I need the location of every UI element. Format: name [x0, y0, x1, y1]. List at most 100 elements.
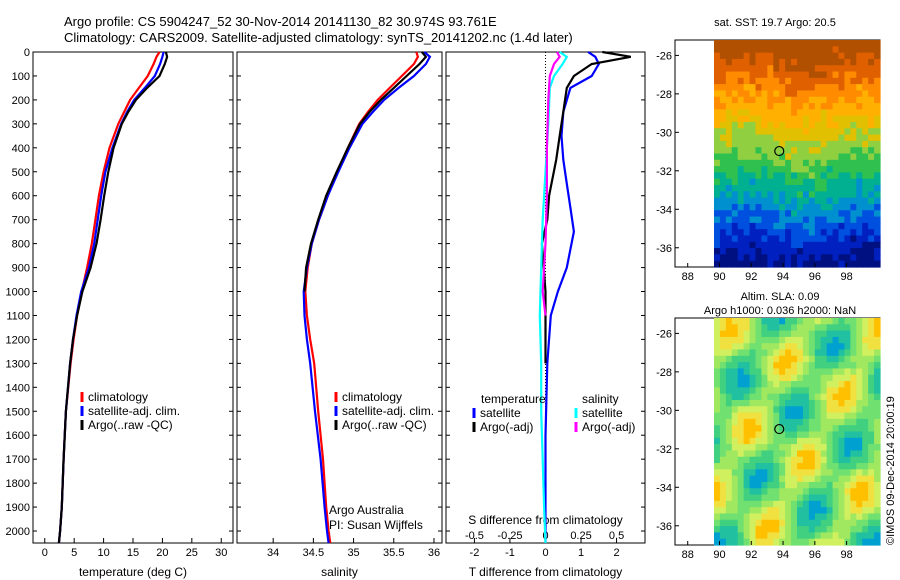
- y-tick-label: 400: [12, 143, 30, 155]
- sla-map: 88 90 92 94 96 98 -26 -28 -30 -32 -34 -36: [656, 317, 881, 561]
- y-tick-label: 900: [12, 263, 30, 275]
- legend-label: Argo(..raw -QC): [88, 418, 173, 432]
- title-line-1: Argo profile: CS 5904247_52 30-Nov-2014 …: [64, 14, 497, 29]
- y-tick-label: 100: [12, 71, 30, 83]
- y-tick-label: 700: [12, 215, 30, 227]
- y-tick-label: 1700: [6, 454, 30, 466]
- legend-label: Argo(..raw -QC): [342, 418, 427, 432]
- lat-tick-label: -26: [656, 328, 672, 340]
- y-tick-label: 500: [12, 167, 30, 179]
- x-tick-label: 2: [614, 547, 620, 559]
- argo-australia-label: Argo Australia: [329, 503, 404, 517]
- lat-tick-label: -34: [656, 204, 672, 216]
- x-tick-label: -1: [505, 547, 515, 559]
- x-tick-label: 34.5: [303, 547, 324, 559]
- series-line-argo: [57, 51, 169, 544]
- s-tick-label: 0.5: [609, 530, 624, 542]
- series-line-sal_argo: [541, 51, 562, 316]
- lat-tick-label: -34: [656, 482, 672, 494]
- x-tick-label: 34: [267, 547, 279, 559]
- lon-tick-label: 88: [682, 549, 694, 561]
- x-tick-label: 5: [71, 547, 77, 559]
- lat-tick-label: -28: [656, 367, 672, 379]
- x-tick-label: 30: [215, 547, 227, 559]
- lat-tick-label: -30: [656, 127, 672, 139]
- float-position-marker: [774, 423, 785, 435]
- lon-tick-label: 88: [682, 271, 694, 283]
- y-tick-label: 1900: [6, 502, 30, 514]
- s-tick-label: -0.25: [497, 530, 522, 542]
- lon-tick-label: 94: [777, 271, 789, 283]
- x-tick-label: 1: [578, 547, 584, 559]
- argo-pi-label: PI: Susan Wijffels: [329, 518, 423, 532]
- legend-label: Argo(-adj): [582, 420, 635, 434]
- lon-tick-label: 98: [841, 549, 853, 561]
- y-tick-label: 1000: [6, 287, 30, 299]
- s-tick-label: -0.5: [465, 530, 484, 542]
- legend-label: satellite-adj. clim.: [88, 404, 180, 418]
- sla-title-2: Argo h1000: 0.036 h2000: NaN: [704, 305, 856, 317]
- x-tick-label: 15: [127, 547, 139, 559]
- y-tick-label: 200: [12, 95, 30, 107]
- y-tick-label: 0: [24, 47, 30, 59]
- x-tick-label: -2: [470, 547, 480, 559]
- lat-tick-label: -36: [656, 521, 672, 533]
- panel-frame: [32, 51, 234, 544]
- y-tick-label: 1600: [6, 430, 30, 442]
- x-tick-label: 35: [347, 547, 359, 559]
- series-line-argo: [303, 51, 428, 292]
- y-tick-label: 1800: [6, 478, 30, 490]
- x-tick-label: 25: [186, 547, 198, 559]
- lon-tick-label: 90: [713, 549, 725, 561]
- lon-tick-label: 98: [841, 271, 853, 283]
- title-line-2: Climatology: CARS2009. Satellite-adjuste…: [64, 30, 573, 45]
- legend-title-salinity: salinity: [582, 392, 619, 406]
- y-tick-label: 1100: [6, 310, 30, 322]
- lon-tick-label: 96: [809, 271, 821, 283]
- x-tick-label: 10: [97, 547, 109, 559]
- lat-tick-label: -28: [656, 89, 672, 101]
- legend-label: satellite: [582, 406, 623, 420]
- sst-map: 88 90 92 94 96 98 -26 -28 -30 -32 -34 -36: [656, 39, 881, 283]
- lon-tick-label: 92: [745, 549, 757, 561]
- sla-title-1: Altim. SLA: 0.09: [741, 291, 820, 303]
- y-tick-label: 1500: [6, 406, 30, 418]
- legend-label: climatology: [342, 390, 402, 404]
- profile-panel-difference: -2 -1 0 1 2 T difference from climatology -0.5…: [445, 50, 646, 579]
- lat-tick-label: -30: [656, 405, 672, 417]
- float-position-marker: [774, 145, 785, 157]
- y-tick-label: 1200: [6, 334, 30, 346]
- y-tick-label: 1400: [6, 382, 30, 394]
- series-line-temp_satellite: [544, 51, 601, 543]
- legend-label: satellite-adj. clim.: [342, 404, 434, 418]
- x-tick-label: 0: [542, 547, 548, 559]
- series-line-sal_satellite: [538, 51, 569, 544]
- legend-label: satellite: [480, 406, 521, 420]
- profile-panel-salinity: 34 34.5 35 35.5 36 salinity climatologysatelli…: [236, 51, 443, 579]
- credit-label: ©IMOS 09-Dec-2014 20:00:19: [885, 396, 897, 545]
- x-tick-label: 36: [428, 547, 440, 559]
- y-tick-label: 300: [12, 119, 30, 131]
- sst-title: sat. SST: 19.7 Argo: 20.5: [714, 17, 836, 29]
- y-tick-label: 800: [12, 239, 30, 251]
- x-axis-label: salinity: [321, 565, 358, 579]
- lat-tick-label: -32: [656, 166, 672, 178]
- legend-title-temperature: temperature: [481, 392, 546, 406]
- s-tick-label: 0.25: [570, 530, 591, 542]
- y-tick-label: 1300: [6, 358, 30, 370]
- x-axis-label: T difference from climatology: [469, 565, 623, 579]
- legend-label: Argo(-adj): [480, 420, 533, 434]
- y-tick-label: 600: [12, 191, 30, 203]
- lon-tick-label: 94: [777, 549, 789, 561]
- panel-frame: [236, 51, 443, 544]
- lon-tick-label: 92: [745, 271, 757, 283]
- profile-panel-temperature: 0 5 10 15 20 25 30 temperature (deg C) 0 100 200 30…: [6, 47, 234, 579]
- x-tick-label: 0: [42, 547, 48, 559]
- x-tick-label: 20: [156, 547, 168, 559]
- x-axis-label: temperature (deg C): [79, 565, 187, 579]
- lon-tick-label: 96: [809, 549, 821, 561]
- lat-tick-label: -36: [656, 243, 672, 255]
- legend-label: climatology: [88, 390, 148, 404]
- x-tick-label: 35.5: [383, 547, 404, 559]
